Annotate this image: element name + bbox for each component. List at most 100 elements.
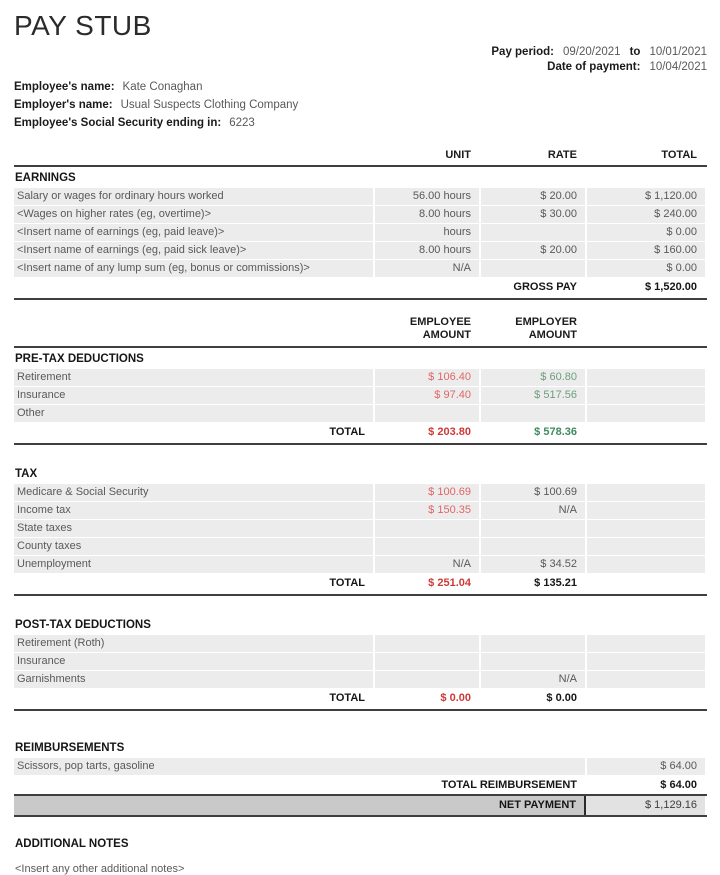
pretax-total-label: TOTAL	[329, 426, 365, 438]
earnings-row-label: <Wages on higher rates (eg, overtime)>	[14, 206, 373, 223]
posttax-row-label: Insurance	[14, 653, 373, 670]
tax-row-employee	[375, 538, 479, 555]
tax-row-employer	[481, 520, 585, 537]
pretax-row-employee: $ 97.40	[375, 387, 479, 404]
earnings-row-label: <Insert name of earnings (eg, paid leave…	[14, 224, 373, 241]
earnings-row-unit: hours	[375, 224, 479, 241]
posttax-deductions-section: POST-TAX DEDUCTIONS Retirement (Roth) In…	[14, 614, 707, 711]
ssn-row: Employee's Social Security ending in: 62…	[14, 117, 707, 129]
payment-date-row: Date of payment: 10/04/2021	[547, 61, 707, 73]
reimbursements-section: REIMBURSEMENTS Scissors, pop tarts, gaso…	[14, 737, 707, 817]
earnings-row-rate	[481, 260, 585, 277]
earnings-row: <Wages on higher rates (eg, overtime)> 8…	[14, 206, 707, 223]
pretax-row-employee	[375, 405, 479, 422]
employee-name-value: Kate Conaghan	[122, 81, 203, 93]
reimbursement-row-total: $ 64.00	[587, 758, 705, 775]
earnings-row-unit: N/A	[375, 260, 479, 277]
posttax-row-employee	[375, 635, 479, 652]
tax-section-title: TAX	[15, 468, 38, 480]
amount-column-headers: EMPLOYEE AMOUNT EMPLOYER AMOUNT	[14, 300, 707, 348]
payment-date-value: 10/04/2021	[649, 61, 707, 73]
earnings-row-total: $ 0.00	[587, 224, 705, 241]
earnings-row: <Insert name of earnings (eg, paid leave…	[14, 224, 707, 241]
reimbursements-section-title: REIMBURSEMENTS	[15, 742, 125, 754]
employer-name-label: Employer's name:	[14, 99, 113, 111]
additional-notes-title: ADDITIONAL NOTES	[15, 838, 129, 850]
earnings-section: UNIT RATE TOTAL EARNINGS Salary or wages…	[14, 149, 707, 300]
tax-row-employer	[481, 538, 585, 555]
earnings-row: <Insert name of earnings (eg, paid sick …	[14, 242, 707, 259]
gross-pay-row: GROSS PAY $ 1,520.00	[14, 278, 707, 296]
tax-row: Income tax $ 150.35 N/A	[14, 502, 707, 519]
earnings-section-title: EARNINGS	[15, 172, 76, 184]
additional-notes-section: ADDITIONAL NOTES <Insert any other addit…	[14, 833, 707, 875]
earnings-row-label: Salary or wages for ordinary hours worke…	[14, 188, 373, 205]
earnings-row-total: $ 240.00	[587, 206, 705, 223]
pretax-row-label: Insurance	[14, 387, 373, 404]
posttax-total-label: TOTAL	[329, 692, 365, 704]
posttax-row: Garnishments N/A	[14, 671, 707, 688]
employer-name-value: Usual Suspects Clothing Company	[120, 99, 299, 111]
tax-row-employee: $ 150.35	[375, 502, 479, 519]
posttax-row-label: Retirement (Roth)	[14, 635, 373, 652]
pay-period-to: to	[629, 46, 641, 58]
page-title: PAY STUB	[14, 10, 152, 41]
gross-pay-value: $ 1,520.00	[645, 281, 697, 293]
posttax-row-employee	[375, 653, 479, 670]
posttax-total-employee: $ 0.00	[440, 692, 471, 704]
tax-total-employer: $ 135.21	[534, 577, 577, 589]
tax-row-label: State taxes	[14, 520, 373, 537]
tax-total-employee: $ 251.04	[428, 577, 471, 589]
pay-period-start: 09/20/2021	[563, 46, 621, 58]
pay-period-block: Pay period: 09/20/2021 to 10/01/2021 Dat…	[14, 46, 707, 73]
pretax-row-employee: $ 106.40	[375, 369, 479, 386]
posttax-total-employer: $ 0.00	[546, 692, 577, 704]
pretax-total-employer: $ 578.36	[534, 426, 577, 438]
pretax-row: Retirement $ 106.40 $ 60.80	[14, 369, 707, 386]
reimbursement-total-value: $ 64.00	[660, 779, 697, 791]
employee-info-block: Employee's name: Kate Conaghan Employer'…	[14, 81, 707, 129]
posttax-row: Retirement (Roth)	[14, 635, 707, 652]
posttax-row-employer	[481, 635, 585, 652]
tax-section: TAX Medicare & Social Security $ 100.69 …	[14, 463, 707, 596]
tax-row-employee: $ 100.69	[375, 484, 479, 501]
posttax-total-row: TOTAL $ 0.00 $ 0.00	[14, 689, 707, 707]
pay-period-row: Pay period: 09/20/2021 to 10/01/2021	[491, 46, 707, 58]
ssn-value: 6223	[229, 117, 255, 129]
reimbursement-row-label: Scissors, pop tarts, gasoline	[14, 758, 585, 775]
earnings-row-label: <Insert name of earnings (eg, paid sick …	[14, 242, 373, 259]
employee-amount-header: EMPLOYEE AMOUNT	[409, 316, 471, 341]
payment-date-label: Date of payment:	[547, 61, 641, 73]
pretax-total-row: TOTAL $ 203.80 $ 578.36	[14, 423, 707, 441]
pretax-section-title: PRE-TAX DEDUCTIONS	[15, 353, 144, 365]
tax-row-label: Income tax	[14, 502, 373, 519]
earnings-row-unit: 8.00 hours	[375, 206, 479, 223]
employee-name-row: Employee's name: Kate Conaghan	[14, 81, 707, 93]
pretax-deductions-section: PRE-TAX DEDUCTIONS Retirement $ 106.40 $…	[14, 348, 707, 445]
earnings-column-headers: UNIT RATE TOTAL	[14, 149, 707, 167]
tax-row: County taxes	[14, 538, 707, 555]
earnings-row-unit: 8.00 hours	[375, 242, 479, 259]
tax-row-employee	[375, 520, 479, 537]
posttax-row-label: Garnishments	[14, 671, 373, 688]
ssn-label: Employee's Social Security ending in:	[14, 117, 222, 129]
earnings-row-rate	[481, 224, 585, 241]
posttax-row-employer: N/A	[481, 671, 585, 688]
pay-period-label: Pay period:	[491, 46, 555, 58]
posttax-row-employer	[481, 653, 585, 670]
earnings-row: Salary or wages for ordinary hours worke…	[14, 188, 707, 205]
earnings-row: <Insert name of any lump sum (eg, bonus …	[14, 260, 707, 277]
pretax-row-employer	[481, 405, 585, 422]
employer-amount-header: EMPLOYER AMOUNT	[515, 316, 577, 341]
earnings-row-total: $ 1,120.00	[587, 188, 705, 205]
gross-pay-label: GROSS PAY	[513, 281, 577, 293]
additional-notes-placeholder: <Insert any other additional notes>	[15, 863, 185, 875]
earnings-row-unit: 56.00 hours	[375, 188, 479, 205]
posttax-section-title: POST-TAX DEDUCTIONS	[15, 619, 151, 631]
employer-name-row: Employer's name: Usual Suspects Clothing…	[14, 99, 707, 111]
tax-row-employee: N/A	[375, 556, 479, 573]
tax-row-label: County taxes	[14, 538, 373, 555]
tax-row: State taxes	[14, 520, 707, 537]
earnings-row-rate: $ 20.00	[481, 188, 585, 205]
rate-column-header: RATE	[547, 149, 577, 161]
